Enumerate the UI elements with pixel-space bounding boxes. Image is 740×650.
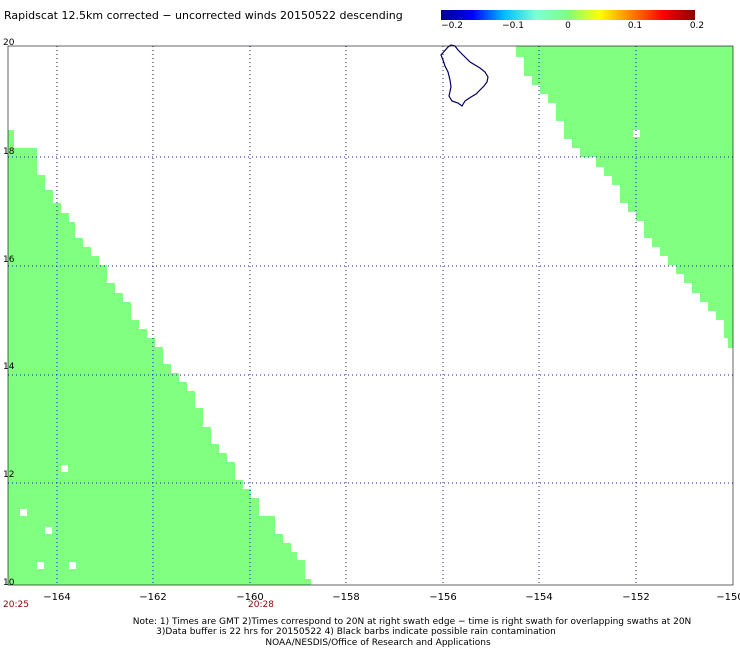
map-title: Rapidscat 12.5km corrected − uncorrected… [4,9,403,22]
lon-tick-label: −160 [236,592,264,603]
lat-tick-label: 18 [3,147,15,157]
data-gap [37,562,44,569]
colorbar [441,10,695,20]
lon-tick-label: −162 [139,592,167,603]
right-swath [512,46,733,348]
lat-tick-label: 10 [3,578,15,588]
data-gaps [20,130,640,569]
data-gap [20,509,27,516]
lon-tick-label: −158 [332,592,360,603]
colorbar-tick-label: 0.2 [689,21,705,31]
lat-lon-grid [8,46,733,585]
data-gap [45,527,52,534]
swath-time-label: 20:28 [248,600,274,610]
lat-tick-label: 12 [3,470,15,480]
lon-tick-label: −156 [429,592,457,603]
note-line-3: NOAA/NESDIS/Office of Research and Appli… [265,638,491,648]
lat-tick-label: 16 [3,255,15,265]
note-line-2: 3)Data buffer is 22 hrs for 20150522 4) … [156,627,556,637]
hawaii-coastline [440,44,489,107]
colorbar-tick-label: 0 [565,21,571,31]
lon-tick-label: −150 [716,592,740,603]
lon-tick-label: −164 [43,592,71,603]
data-gap [69,562,76,569]
lon-tick-label: −152 [622,592,650,603]
swath-time-label: 20:25 [3,600,29,610]
map-frame [7,45,734,586]
colorbar-tick-label: 0.1 [627,21,643,31]
note-line-1: Note: 1) Times are GMT 2)Times correspon… [132,617,692,627]
lon-tick-label: −154 [525,592,553,603]
left-swath-area [8,130,311,585]
lat-tick-label: 14 [3,362,15,372]
left-swath [8,130,311,585]
lat-tick-label: 20 [3,38,15,48]
data-gap [61,465,68,472]
data-gap [633,130,640,137]
right-swath-area [512,46,733,348]
colorbar-tick-label: −0.1 [502,21,524,31]
colorbar-tick-label: −0.2 [441,21,463,31]
